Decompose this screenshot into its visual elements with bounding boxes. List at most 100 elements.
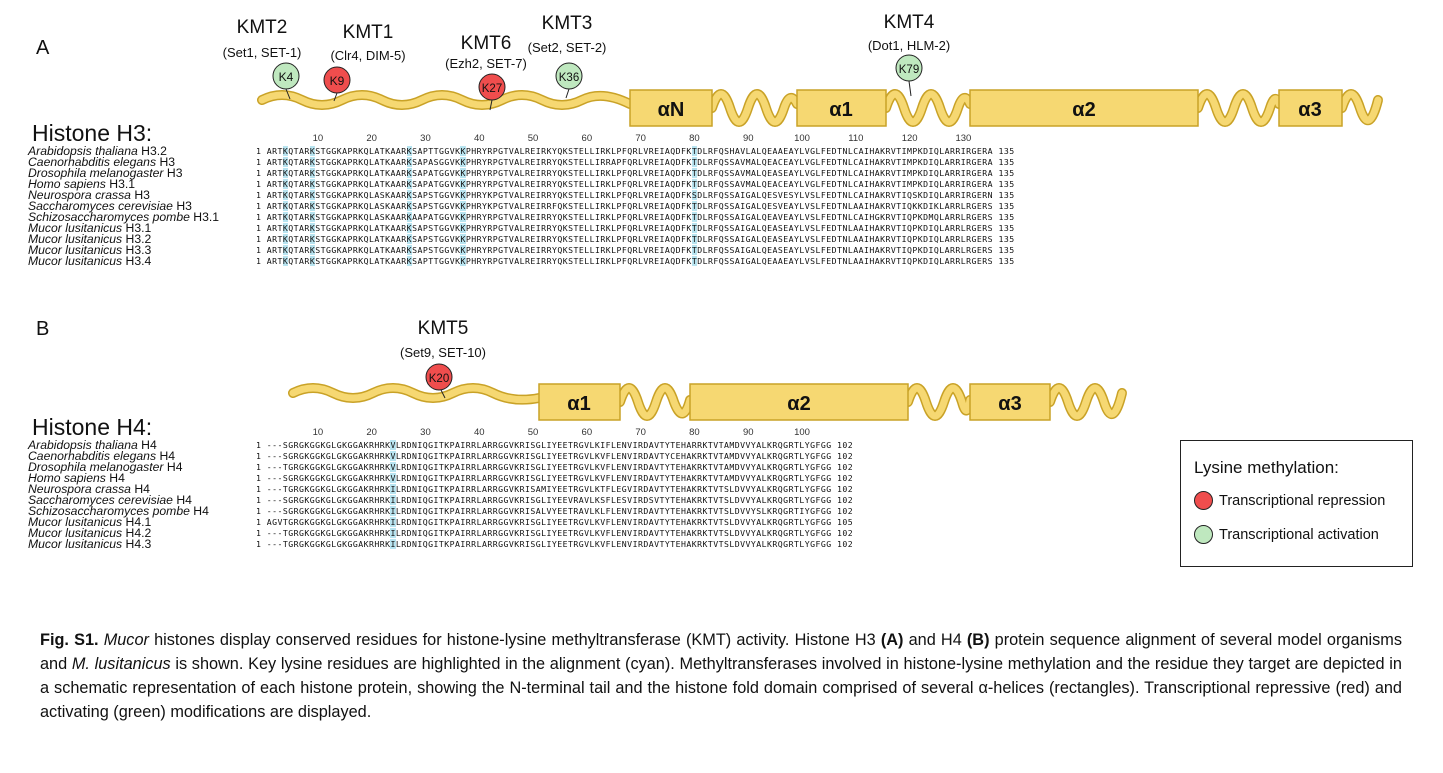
species-row: Caenorhabditis elegans H3 — [28, 156, 219, 168]
alignment-row: 1 ---TGRGKGGKGLGKGGAKRHRKILRDNIQGITKPAIR… — [256, 484, 854, 494]
species-genus: Neurospora crassa — [28, 188, 131, 202]
caption-text-1: histones display conserved residues for … — [148, 631, 881, 649]
species-genus: Schizosaccharomyces pombe — [28, 504, 190, 518]
h4-helix-alpha-3-label: α3 — [998, 393, 1021, 415]
h3-helix-alpha-3 — [1278, 89, 1343, 127]
h3-helix-alpha-2-label: α2 — [1072, 99, 1095, 121]
alignment-row: 1 ARTKQTARKSTGGKAPRKQLATKAARKSAPSTGGVKKP… — [256, 234, 1015, 244]
species-row: Drosophila melanogaster H4 — [28, 460, 209, 474]
species-suffix: H4.3 — [122, 537, 152, 551]
species-genus: Drosophila melanogaster — [28, 166, 164, 180]
marker-k27 — [478, 73, 506, 101]
species-row: Neurospora crassa H3 — [28, 188, 219, 202]
species-suffix: H3.2 — [122, 232, 152, 246]
species-row: Mucor lusitanicus H4.1 — [28, 515, 209, 529]
caption-text-4: is shown. Key lysine residues are highli… — [40, 655, 1402, 721]
species-genus: Caenorhabditis elegans — [28, 449, 157, 463]
position-label: 10 — [312, 427, 324, 438]
marker-k36 — [555, 62, 583, 90]
caption-species: M. lusitanicus — [71, 655, 171, 673]
alignment-row: 1 ---TGRGKGGKGLGKGGAKRHRKVLRDNIQGITKPAIR… — [256, 462, 854, 472]
species-row: Caenorhabditis elegans H4 — [28, 449, 209, 463]
kmt1-alias: (Clr4, DIM-5) — [330, 48, 406, 63]
h4-helix-alpha-2 — [689, 383, 909, 421]
alignment-row: 1 ARTKQTARKSTGGKAPRKQLATKAARKSAPTTGGVKKP… — [256, 256, 1015, 266]
marker-k79-label: K79 — [899, 64, 919, 76]
species-suffix: H3 — [172, 199, 192, 213]
species-row: Mucor lusitanicus H4.3 — [28, 537, 209, 551]
alignment-row: 1 ARTKQTARKSTGGKAPRKQLASKAARKSAPSTGGVKKP… — [256, 190, 1015, 200]
species-row: Homo sapiens H3.1 — [28, 178, 219, 190]
panel-b-letter: B — [36, 318, 50, 340]
kmt2-name: KMT2 — [236, 17, 288, 38]
green-dot-icon — [1194, 525, 1213, 544]
h3-helix-alpha-n — [629, 89, 713, 127]
species-row: Mucor lusitanicus H4.2 — [28, 526, 209, 540]
species-suffix: H4 — [130, 482, 150, 496]
position-label: 100 — [794, 133, 810, 144]
position-label: 40 — [473, 427, 485, 438]
legend-activation-label: Transcriptional activation — [1219, 526, 1379, 543]
marker-k4-label: K4 — [279, 70, 294, 84]
species-row: Schizosaccharomyces pombe H3.1 — [28, 210, 220, 224]
species-suffix: H4 — [189, 504, 209, 518]
h4-helix-alpha-1 — [538, 383, 621, 421]
marker-k20 — [425, 363, 453, 391]
species-row: Homo sapiens H4 — [28, 472, 209, 484]
caption-a: (A) — [880, 631, 904, 649]
caption-label: Fig. S1. — [40, 631, 99, 649]
species-row: Schizosaccharomyces pombe H4 — [28, 504, 209, 518]
h4-helix-alpha-2-label: α2 — [787, 393, 810, 415]
position-label: 70 — [635, 427, 646, 438]
h3-helix-alpha-n-label: αN — [658, 99, 685, 121]
marker-k9-label: K9 — [330, 74, 345, 88]
alignment-row: 1 ARTKQTARKSTGGKAPRKQLATKAARKSAPASGGVKKP… — [256, 157, 1015, 167]
legend-repression-label: Transcriptional repression — [1219, 492, 1386, 509]
position-label: 80 — [689, 133, 700, 144]
h4-schematic: α1 α2 α3 K20 — [288, 363, 1127, 421]
kmt3-alias: (Set2, SET-2) — [527, 40, 607, 55]
alignment-row: 1 ---TGRGKGGKGLGKGGAKRHRKILRDNIQGITKPAIR… — [256, 539, 854, 549]
species-genus: Neurospora crassa — [28, 482, 131, 496]
caption-text-2: and H4 — [903, 631, 967, 649]
alignment-row: 1 AGVTGRGKGGKGLGKGGAKRHRKILRDNIQGITKPAIR… — [256, 517, 854, 527]
red-dot-icon — [1194, 491, 1213, 510]
alignment-row: 1 ---SGRGKGGKGLGKGGAKRHRKILRDNIQGITKPAIR… — [256, 506, 854, 516]
h4-helix-alpha-3 — [969, 383, 1051, 421]
kmt5-alias: (Set9, SET-10) — [400, 345, 486, 360]
position-label: 50 — [527, 427, 539, 438]
alignment-row: 1 ---SGRGKGGKGLGKGGAKRHRKILRDNIQGITKPAIR… — [256, 495, 854, 505]
kmt6-name: KMT6 — [460, 33, 512, 54]
position-label: 120 — [901, 133, 918, 144]
marker-k4 — [272, 62, 300, 90]
species-row: Arabidopsis thaliana H4 — [28, 438, 209, 452]
species-genus: Drosophila melanogaster — [28, 460, 164, 474]
species-genus: Arabidopsis thaliana — [28, 144, 138, 158]
caption-text-3: protein sequence alignment of several mo… — [40, 631, 1402, 673]
position-label: 60 — [581, 427, 593, 438]
species-genus: Schizosaccharomyces pombe — [28, 210, 190, 224]
marker-k9 — [323, 66, 351, 94]
species-suffix: H3 — [163, 166, 183, 180]
position-label: 90 — [742, 133, 754, 144]
species-row: Saccharomyces cerevisiae H3 — [28, 199, 219, 213]
alignment-row: 1 ARTKQTARKSTGGKAPRKQLASKAARKSAPSTGGVKKP… — [256, 201, 1015, 211]
kmt4-alias: (Dot1, HLM-2) — [867, 38, 951, 53]
alignment-row: 1 ARTKQTARKSTGGKAPRKQLASKAARKAAPATGGVKKP… — [256, 212, 1015, 222]
species-genus: Arabidopsis thaliana — [28, 438, 138, 452]
species-suffix: H4.2 — [122, 526, 152, 540]
legend-activation: Transcriptional activation — [1194, 525, 1379, 544]
position-label: 70 — [635, 133, 646, 144]
alignment-row: 1 ARTKQTARKSTGGKAPRKQLATKAARKSAPATGGVKKP… — [256, 168, 1015, 178]
species-suffix: H4 — [156, 449, 176, 463]
position-label: 10 — [312, 133, 324, 144]
kmt4-name: KMT4 — [883, 12, 935, 33]
species-suffix: H3.1 — [189, 210, 220, 224]
position-label: 130 — [955, 133, 972, 144]
kmt2-alias: (Set1, SET-1) — [222, 45, 302, 60]
h3-helix-alpha-3-label: α3 — [1298, 99, 1321, 121]
h4-alignment: 1 ---SGRGKGGKGLGKGGAKRHRKVLRDNIQGITKPAIR… — [256, 440, 853, 550]
species-suffix: H3 — [130, 188, 150, 202]
species-suffix: H3.2 — [137, 144, 167, 158]
species-suffix: H4.1 — [122, 515, 152, 529]
